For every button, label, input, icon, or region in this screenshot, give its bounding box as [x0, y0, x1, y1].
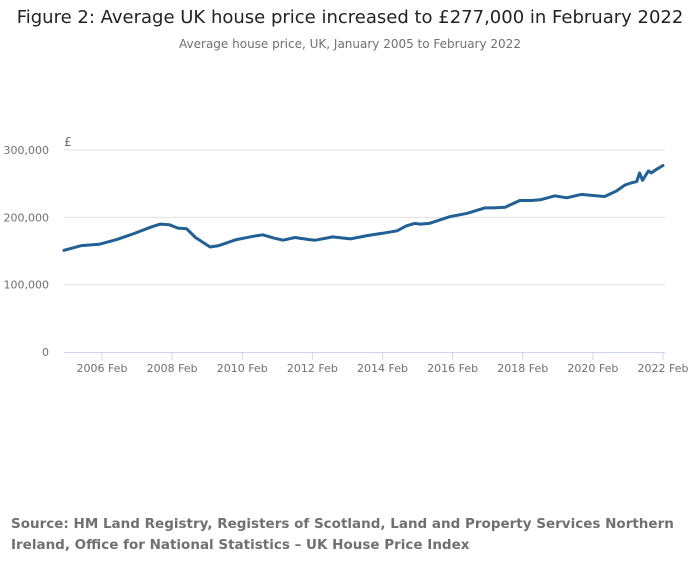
y-tick-label: 200,000: [4, 211, 50, 224]
x-tick-label: 2006 Feb: [77, 362, 128, 375]
price-series-line: [62, 164, 665, 252]
x-tick-label: 2022 Feb: [638, 362, 689, 375]
y-tick-label: 100,000: [4, 279, 50, 292]
x-tick-label: 2012 Feb: [287, 362, 338, 375]
x-tick-label: 2020 Feb: [567, 362, 618, 375]
x-tick-label: 2010 Feb: [217, 362, 268, 375]
x-tick-label: 2014 Feb: [357, 362, 408, 375]
x-tick-label: 2008 Feb: [147, 362, 198, 375]
y-axis-unit-label: £: [64, 135, 72, 149]
x-tick-label: 2018 Feb: [497, 362, 548, 375]
y-tick-label: 300,000: [4, 144, 50, 157]
x-tick-label: 2016 Feb: [427, 362, 478, 375]
chart-title: Figure 2: Average UK house price increas…: [16, 7, 684, 28]
chart-subtitle: Average house price, UK, January 2005 to…: [179, 37, 521, 51]
source-note: Source: HM Land Registry, Registers of S…: [11, 516, 674, 553]
y-tick-label: 0: [42, 346, 49, 359]
